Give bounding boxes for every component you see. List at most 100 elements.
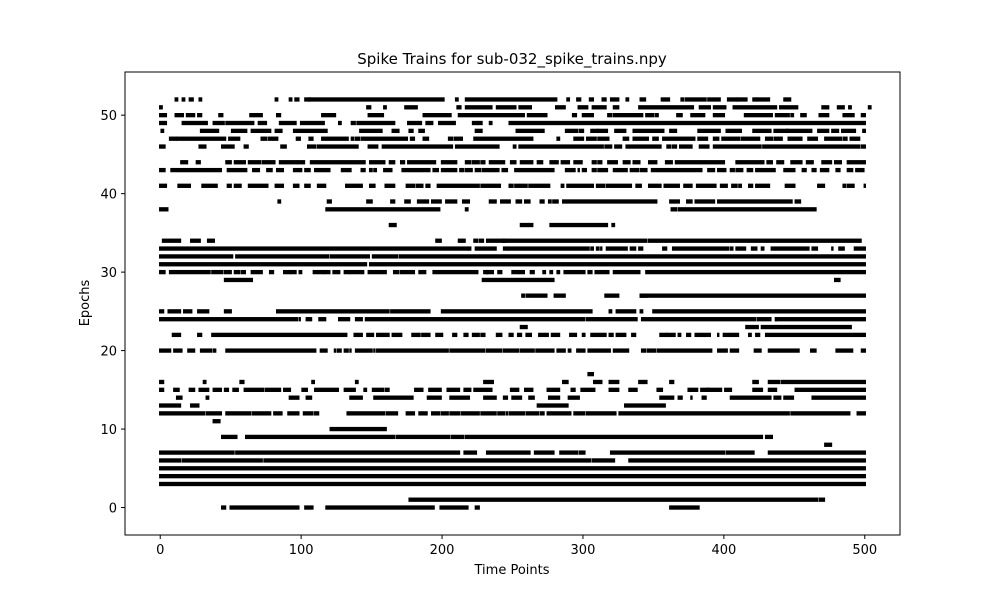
spike-mark: [483, 379, 494, 385]
spike-mark: [546, 387, 561, 392]
spike-mark: [343, 348, 349, 353]
y-tick-label: 20: [100, 345, 117, 360]
spike-mark: [483, 269, 489, 275]
spike-mark: [160, 128, 165, 134]
spike-mark: [314, 411, 320, 416]
spike-mark: [712, 144, 762, 149]
spike-mark: [525, 332, 533, 338]
spike-mark: [671, 144, 678, 149]
spike-mark: [752, 379, 759, 385]
spike-mark: [717, 348, 728, 353]
spike-mark: [563, 269, 586, 275]
spike-mark: [632, 128, 665, 134]
spike-mark: [159, 246, 469, 251]
spike-mark: [594, 269, 610, 275]
spike-mark: [525, 411, 540, 416]
spike-mark: [726, 97, 738, 102]
spike-mark: [647, 160, 658, 165]
spike-mark: [298, 269, 303, 275]
spike-mark: [159, 167, 166, 173]
spike-mark: [233, 269, 241, 275]
spike-mark: [474, 167, 482, 173]
spike-mark: [250, 128, 272, 134]
spike-mark: [638, 246, 644, 251]
spike-mark: [368, 183, 376, 188]
spike-mark: [198, 387, 210, 392]
spike-mark: [605, 183, 633, 188]
spike-mark: [618, 411, 790, 416]
spike-mark: [755, 167, 776, 173]
spike-mark: [368, 160, 386, 165]
spike-mark: [508, 411, 525, 416]
y-tick-label: 50: [100, 109, 117, 124]
spike-mark: [578, 128, 585, 134]
spike-mark: [308, 97, 445, 102]
spike-mark: [414, 387, 424, 392]
spike-mark: [842, 113, 855, 118]
spike-mark: [735, 167, 744, 173]
spike-mark: [337, 120, 342, 126]
spike-mark: [408, 128, 414, 134]
spike-mark: [449, 395, 471, 400]
spike-mark: [467, 246, 472, 251]
spike-mark: [304, 505, 314, 510]
spike-mark: [536, 403, 569, 408]
spike-mark: [514, 183, 528, 188]
spike-mark: [388, 160, 396, 165]
spike-mark: [449, 348, 486, 353]
spike-mark: [399, 160, 406, 165]
spike-mark: [321, 136, 349, 141]
spike-mark: [578, 450, 586, 455]
spike-mark: [230, 128, 248, 134]
spike-mark: [695, 183, 717, 188]
spike-mark: [556, 136, 561, 141]
spike-mark: [659, 332, 668, 338]
spike-mark: [694, 332, 711, 338]
spike-mark: [748, 183, 754, 188]
spike-mark: [697, 128, 721, 134]
spike-mark: [725, 128, 742, 134]
spike-mark: [480, 411, 497, 416]
spike-mark: [756, 97, 771, 102]
spike-mark: [590, 246, 595, 251]
spike-mark: [519, 160, 534, 165]
spike-mark: [474, 505, 480, 510]
spike-mark: [591, 167, 597, 173]
spike-mark: [612, 348, 630, 353]
x-tick-label: 300: [571, 543, 596, 558]
spike-mark: [321, 113, 337, 118]
spike-mark: [611, 222, 616, 228]
spike-mark: [717, 167, 727, 173]
spike-mark: [774, 317, 866, 322]
spike-mark: [724, 387, 733, 392]
spike-mark: [418, 269, 427, 275]
spike-mark: [587, 371, 595, 377]
spike-mark: [407, 120, 423, 126]
spike-mark: [391, 128, 400, 134]
spike-mark: [363, 387, 368, 392]
spike-mark: [817, 128, 830, 134]
spike-mark: [343, 269, 351, 275]
spike-mark: [430, 411, 441, 416]
spike-mark: [525, 293, 548, 298]
spike-mark: [846, 183, 855, 188]
spike-mark: [566, 97, 571, 102]
spike-mark: [663, 183, 680, 188]
spike-mark: [811, 246, 819, 251]
chart-title: Spike Trains for sub-032_spike_trains.np…: [357, 50, 667, 69]
spike-mark: [853, 246, 866, 251]
spike-mark: [405, 411, 416, 416]
spike-mark: [464, 160, 472, 165]
spike-mark: [712, 105, 727, 110]
spike-mark: [856, 411, 866, 416]
spike-mark: [188, 97, 194, 102]
spike-mark: [705, 387, 723, 392]
spike-mark: [842, 136, 848, 141]
spike-mark: [629, 246, 637, 251]
spike-mark: [656, 348, 713, 353]
spike-mark: [159, 466, 866, 471]
spike-mark: [549, 160, 559, 165]
spike-mark: [223, 277, 254, 283]
spike-mark: [835, 167, 841, 173]
spike-mark: [383, 105, 387, 110]
